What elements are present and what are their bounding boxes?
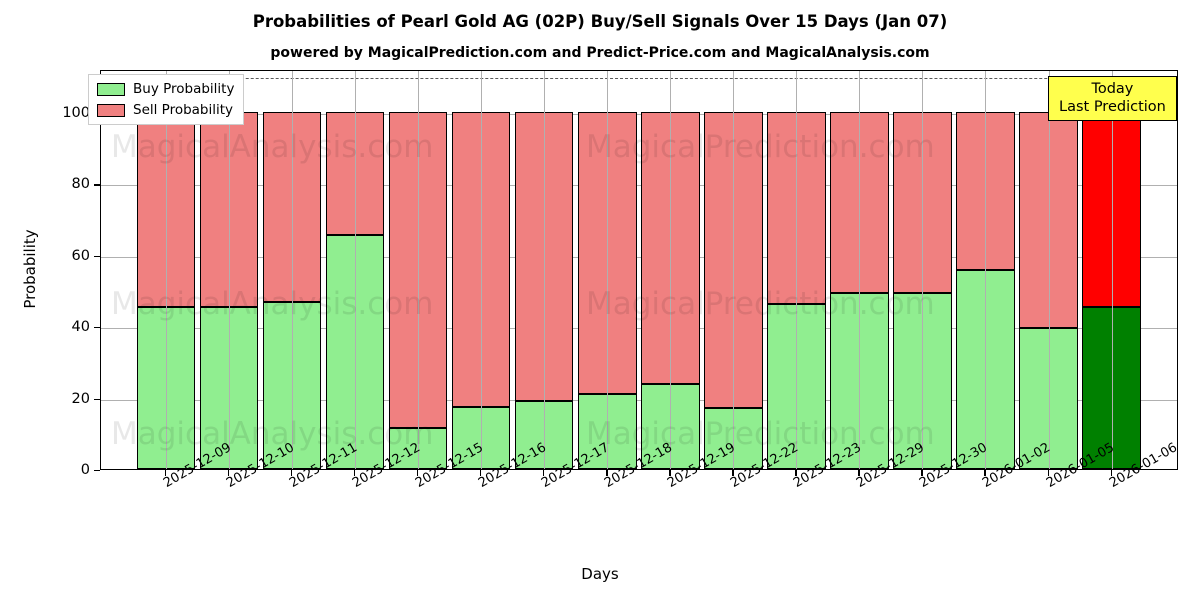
x-tick-label: 2025-12-30 — [917, 440, 990, 491]
legend-item-sell: Sell Probability — [97, 102, 234, 118]
chart-legend: Buy Probability Sell Probability — [88, 74, 245, 125]
today-annotation: Today Last Prediction — [1048, 76, 1177, 122]
y-tick-label: 80 — [71, 176, 90, 193]
reference-dashed-line — [101, 78, 1177, 80]
y-axis-label: Probability — [21, 229, 39, 309]
x-tick-mark — [669, 470, 671, 476]
x-tick-mark — [606, 470, 608, 476]
x-gridline — [607, 71, 609, 469]
x-gridline — [355, 71, 357, 469]
x-gridline — [1111, 71, 1113, 469]
x-tick-mark — [984, 470, 986, 476]
y-tick-mark — [94, 470, 100, 472]
x-gridline — [544, 71, 546, 469]
y-tick-label: 0 — [80, 462, 90, 478]
x-gridline — [228, 71, 230, 469]
x-tick-label: 2025-12-29 — [854, 440, 927, 491]
y-tick-mark — [94, 398, 100, 400]
y-gridline — [101, 113, 1177, 115]
legend-item-buy: Buy Probability — [97, 81, 234, 97]
chart-subtitle: powered by MagicalPrediction.com and Pre… — [270, 45, 930, 61]
x-tick-label: 2025-12-09 — [161, 440, 234, 491]
x-tick-mark — [417, 470, 419, 476]
x-tick-label: 2025-12-11 — [287, 440, 360, 491]
x-gridline — [292, 71, 293, 469]
x-tick-mark — [291, 470, 293, 476]
x-tick-mark — [354, 470, 356, 476]
x-tick-mark — [795, 470, 797, 476]
x-tick-label: 2025-12-16 — [476, 440, 549, 491]
x-tick-label: 2025-12-23 — [791, 440, 864, 491]
x-tick-mark — [858, 470, 860, 476]
x-tick-mark — [1047, 470, 1049, 476]
x-tick-mark — [921, 470, 923, 476]
y-tick-label: 40 — [71, 319, 90, 336]
legend-swatch-buy — [97, 82, 125, 96]
x-tick-mark — [543, 470, 545, 476]
x-gridline — [985, 71, 987, 469]
y-tick-mark — [94, 327, 100, 329]
x-tick-mark — [732, 470, 734, 476]
legend-label-buy: Buy Probability — [133, 81, 235, 97]
chart-title: Probabilities of Pearl Gold AG (02P) Buy… — [252, 12, 948, 31]
legend-label-sell: Sell Probability — [133, 102, 234, 118]
x-gridline — [481, 71, 483, 469]
today-annotation-line2: Last Prediction — [1059, 99, 1166, 116]
y-tick-mark — [94, 255, 100, 257]
x-tick-mark — [1110, 470, 1112, 476]
y-gridline — [101, 399, 1177, 401]
x-gridline — [165, 71, 167, 469]
x-gridline — [733, 71, 735, 469]
x-axis-label: Days — [581, 565, 619, 583]
x-tick-label: 2026-01-06 — [1107, 440, 1180, 491]
y-gridline — [101, 328, 1177, 330]
x-gridline — [922, 71, 924, 469]
x-tick-label: 2025-12-15 — [413, 440, 486, 491]
x-tick-label: 2025-12-17 — [539, 440, 612, 491]
y-gridline — [101, 256, 1177, 258]
x-tick-label: 2026-01-05 — [1044, 440, 1117, 491]
x-gridline — [859, 71, 861, 469]
plot-area: MagicalAnalysis.comMagicalPrediction.com… — [100, 70, 1178, 470]
x-tick-label: 2025-12-22 — [728, 440, 801, 491]
y-tick-label: 100 — [62, 104, 90, 121]
x-gridline — [1048, 71, 1050, 469]
legend-swatch-sell — [97, 103, 125, 117]
y-tick-label: 60 — [71, 247, 90, 264]
x-tick-label: 2026-01-02 — [980, 440, 1053, 491]
x-tick-label: 2025-12-18 — [602, 440, 675, 491]
x-tick-mark — [164, 470, 167, 476]
y-tick-mark — [94, 184, 100, 186]
x-gridline — [418, 71, 420, 469]
y-tick-label: 20 — [71, 390, 90, 407]
x-tick-label: 2025-12-10 — [224, 440, 297, 491]
x-tick-mark — [227, 470, 230, 476]
x-tick-label: 2025-12-19 — [665, 440, 738, 491]
x-gridline — [670, 71, 672, 469]
today-annotation-line1: Today — [1091, 81, 1134, 97]
x-gridline — [796, 71, 798, 469]
x-tick-mark — [480, 470, 482, 476]
y-gridline — [101, 185, 1177, 187]
x-tick-label: 2025-12-12 — [350, 440, 423, 491]
